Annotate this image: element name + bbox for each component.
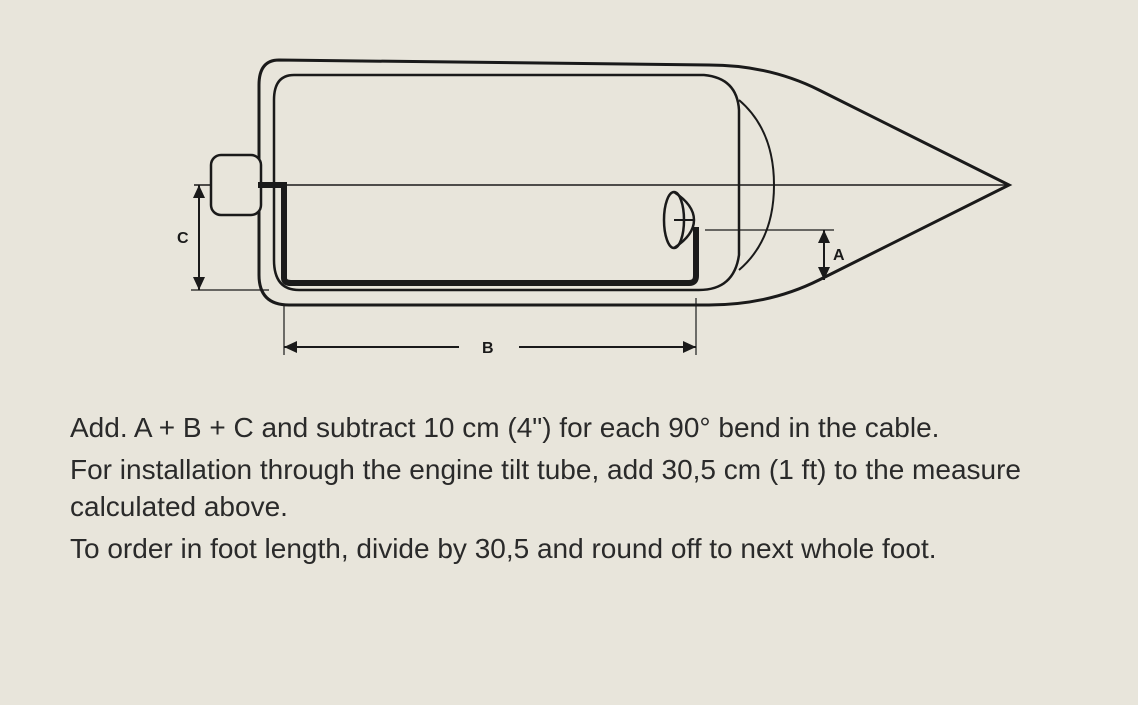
hull-outer [259,60,1009,305]
instruction-line-1: Add. A + B + C and subtract 10 cm (4") f… [70,410,1068,446]
cabin-inner [274,75,739,290]
dimension-a: A [705,230,845,280]
cable-path [261,185,696,283]
diagram-container: C B A [20,30,1118,390]
instruction-line-2: For installation through the engine tilt… [70,452,1068,525]
engine-block [211,155,261,215]
instructions-block: Add. A + B + C and subtract 10 cm (4") f… [20,410,1118,568]
label-b: B [482,340,494,357]
label-a: A [833,247,845,264]
label-c: C [177,230,189,247]
boat-cable-diagram: C B A [119,30,1019,390]
steering-wheel [664,192,694,248]
dimension-b: B [284,298,696,357]
instruction-line-3: To order in foot length, divide by 30,5 … [70,531,1068,567]
